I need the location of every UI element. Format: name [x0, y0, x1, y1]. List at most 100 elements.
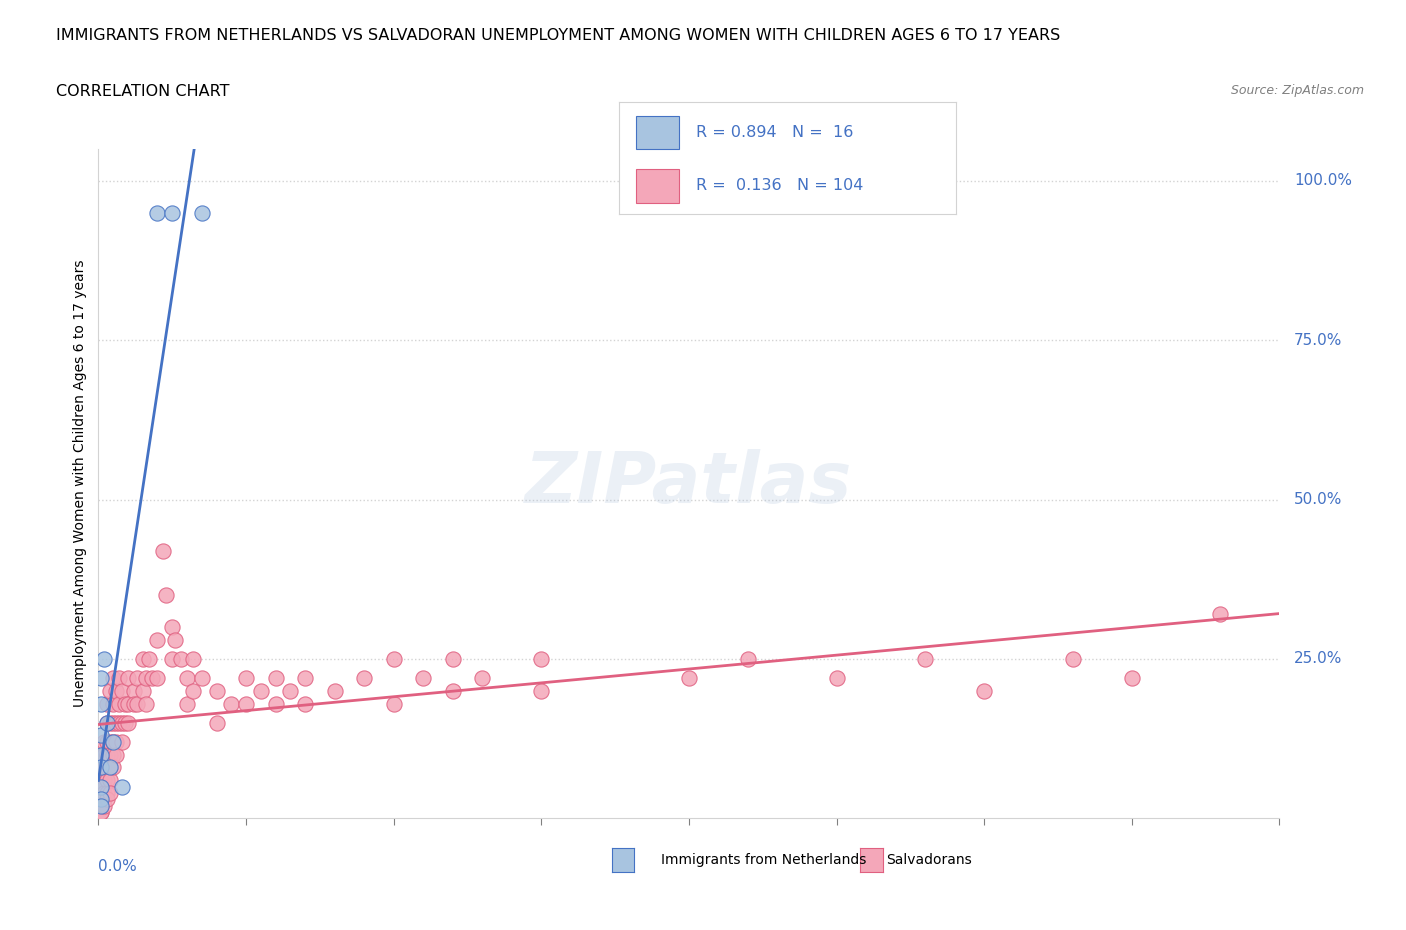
Text: 0.0%: 0.0%	[98, 858, 138, 873]
Point	[103, 671, 125, 685]
Point	[125, 671, 148, 685]
Point	[132, 652, 155, 667]
Point	[170, 652, 193, 667]
Point	[108, 697, 131, 711]
Point	[93, 791, 115, 806]
Point	[530, 652, 553, 667]
Point	[117, 671, 139, 685]
Point	[181, 652, 204, 667]
Point	[90, 798, 112, 813]
Point	[93, 798, 115, 813]
Point	[90, 747, 112, 762]
Point	[117, 715, 139, 730]
Point	[108, 715, 131, 730]
Point	[146, 632, 169, 647]
Point	[114, 697, 136, 711]
Point	[111, 735, 134, 750]
Point	[141, 671, 163, 685]
Point	[103, 735, 125, 750]
Point	[98, 760, 121, 775]
Point	[96, 760, 118, 775]
Point	[90, 760, 112, 775]
Point	[105, 684, 128, 698]
Point	[105, 747, 128, 762]
Point	[103, 697, 125, 711]
Text: 50.0%: 50.0%	[1294, 492, 1343, 507]
Point	[122, 697, 145, 711]
Point	[105, 735, 128, 750]
Point	[162, 206, 183, 220]
Point	[264, 697, 287, 711]
Point	[96, 786, 118, 801]
Point	[90, 779, 112, 794]
Point	[441, 652, 464, 667]
Point	[278, 684, 302, 698]
Point	[294, 697, 316, 711]
Point	[103, 715, 125, 730]
Point	[96, 747, 118, 762]
Point	[90, 798, 112, 813]
Point	[146, 206, 169, 220]
Y-axis label: Unemployment Among Women with Children Ages 6 to 17 years: Unemployment Among Women with Children A…	[73, 259, 87, 708]
Point	[382, 652, 405, 667]
Point	[1062, 652, 1084, 667]
Point	[93, 747, 115, 762]
Point	[96, 773, 118, 788]
Point	[96, 715, 118, 730]
Point	[96, 735, 118, 750]
Point	[678, 671, 700, 685]
Text: 25.0%: 25.0%	[1294, 652, 1343, 667]
Point	[90, 791, 112, 806]
Text: R =  0.136   N = 104: R = 0.136 N = 104	[696, 179, 863, 193]
Point	[152, 543, 174, 558]
Point	[191, 671, 214, 685]
Point	[96, 715, 118, 730]
Point	[108, 671, 131, 685]
Point	[138, 652, 160, 667]
Point	[103, 747, 125, 762]
Point	[162, 619, 183, 634]
Point	[122, 684, 145, 698]
Point	[98, 760, 121, 775]
Point	[98, 715, 121, 730]
Point	[219, 697, 242, 711]
Point	[90, 773, 112, 788]
Point	[93, 735, 115, 750]
Point	[103, 735, 125, 750]
Point	[353, 671, 375, 685]
Point	[176, 697, 198, 711]
Point	[441, 684, 464, 698]
Point	[530, 684, 553, 698]
Point	[93, 652, 115, 667]
Point	[412, 671, 434, 685]
Point	[181, 684, 204, 698]
Point	[323, 684, 346, 698]
Point	[105, 715, 128, 730]
Point	[111, 684, 134, 698]
Point	[117, 697, 139, 711]
Point	[114, 715, 136, 730]
Point	[176, 671, 198, 685]
Text: Immigrants from Netherlands: Immigrants from Netherlands	[661, 853, 866, 868]
Point	[90, 760, 112, 775]
Point	[98, 684, 121, 698]
Point	[90, 697, 112, 711]
Text: CORRELATION CHART: CORRELATION CHART	[56, 84, 229, 99]
Point	[90, 671, 112, 685]
Point	[1121, 671, 1143, 685]
Point	[103, 760, 125, 775]
Point	[205, 715, 228, 730]
Point	[155, 588, 177, 603]
Point	[96, 697, 118, 711]
Point	[93, 773, 115, 788]
Point	[825, 671, 848, 685]
Point	[146, 671, 169, 685]
Point	[90, 804, 112, 819]
Text: 100.0%: 100.0%	[1294, 173, 1353, 188]
Point	[135, 697, 157, 711]
Point	[914, 652, 936, 667]
Point	[90, 786, 112, 801]
Point	[973, 684, 995, 698]
Text: Salvadorans: Salvadorans	[886, 853, 972, 868]
Point	[90, 804, 112, 819]
